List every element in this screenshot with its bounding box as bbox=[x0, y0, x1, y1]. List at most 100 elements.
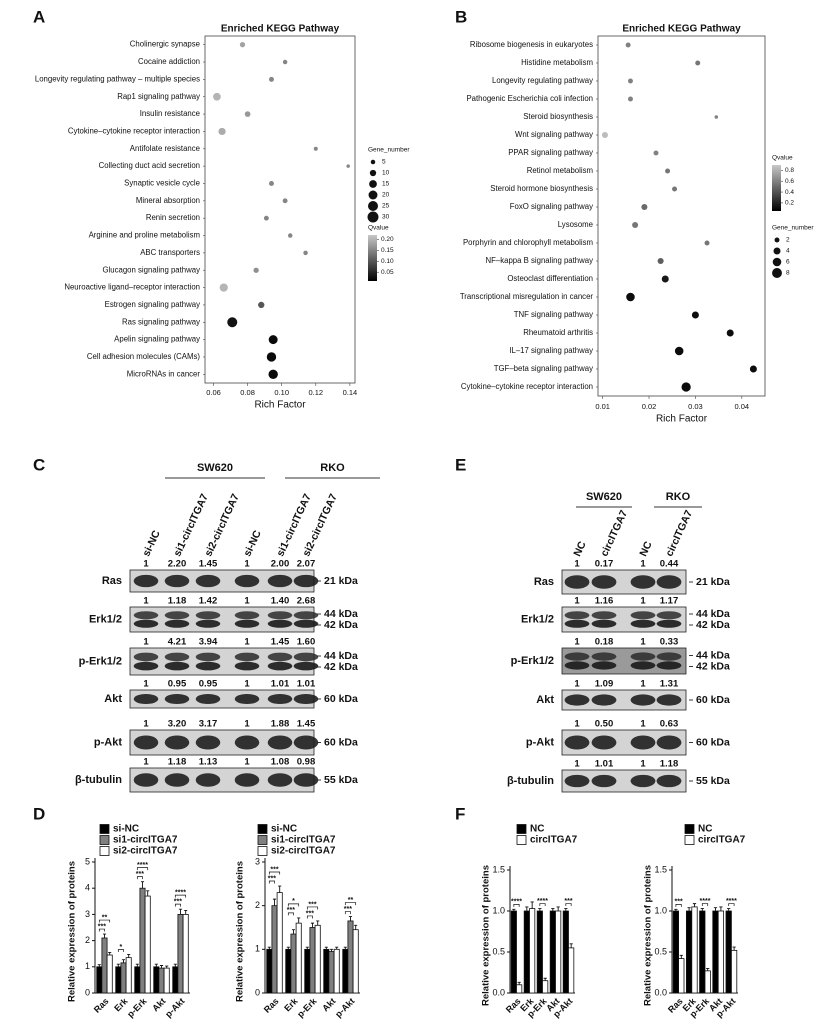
ratio-label: 1 bbox=[143, 679, 149, 690]
band bbox=[164, 693, 190, 705]
legend-dot bbox=[369, 180, 377, 188]
ratio-label: 3.20 bbox=[168, 719, 187, 730]
significance-label: **** bbox=[726, 898, 737, 905]
error-bar bbox=[512, 908, 516, 911]
band bbox=[267, 652, 293, 662]
color-bar bbox=[772, 165, 781, 211]
legend-label: si-NC bbox=[271, 824, 297, 835]
ratio-label: 1 bbox=[640, 637, 646, 648]
significance-bracket bbox=[675, 904, 682, 907]
band bbox=[267, 574, 293, 588]
dot bbox=[674, 346, 684, 356]
dot bbox=[661, 275, 669, 283]
dot bbox=[726, 329, 734, 337]
error-bar bbox=[102, 933, 107, 938]
row-label: p-Akt bbox=[94, 736, 122, 748]
bar bbox=[510, 910, 517, 994]
blot-strip bbox=[561, 689, 687, 711]
ratio-label: 3.94 bbox=[199, 637, 218, 648]
legend-label: NC bbox=[530, 824, 544, 835]
lane-label: si-NC bbox=[241, 528, 264, 558]
category-label: Rheumatoid arthritis bbox=[523, 328, 593, 337]
band bbox=[133, 611, 159, 620]
y-tick-label: 0.0 bbox=[492, 987, 505, 997]
lane-label: NC bbox=[637, 539, 654, 558]
dot bbox=[632, 221, 639, 229]
panel-label: D bbox=[33, 804, 45, 823]
significance-bracket bbox=[565, 903, 572, 907]
error-bar bbox=[97, 964, 101, 967]
error-bar bbox=[324, 946, 328, 950]
band bbox=[267, 693, 293, 705]
significance-bracket bbox=[268, 871, 281, 875]
row-label: p-Erk1/2 bbox=[511, 655, 554, 667]
error-bar bbox=[146, 890, 150, 897]
blot-strip bbox=[561, 606, 687, 633]
error-bar bbox=[551, 908, 555, 911]
dot bbox=[625, 42, 631, 48]
blot-strip bbox=[561, 647, 687, 675]
size-label: 60 kDa bbox=[324, 693, 358, 705]
band bbox=[564, 575, 590, 589]
error-bar bbox=[305, 946, 309, 950]
legend-title: Qvalue bbox=[368, 225, 389, 232]
bar bbox=[134, 966, 141, 994]
band bbox=[195, 735, 221, 750]
dot bbox=[244, 111, 251, 117]
band bbox=[133, 619, 159, 628]
category-label: Longevity regulating pathway – multiple … bbox=[35, 74, 200, 83]
ratio-label: 1 bbox=[143, 559, 149, 570]
bar bbox=[725, 910, 732, 994]
size-label: 60 kDa bbox=[696, 736, 730, 748]
ratio-label: 1.01 bbox=[297, 679, 316, 690]
band bbox=[133, 693, 159, 705]
significance-bracket bbox=[174, 903, 181, 907]
dot bbox=[268, 369, 278, 380]
dot bbox=[704, 240, 710, 246]
plot-frame bbox=[597, 35, 766, 397]
band bbox=[564, 774, 590, 788]
band bbox=[630, 735, 656, 750]
band bbox=[293, 735, 319, 750]
error-bar bbox=[732, 946, 736, 951]
category-label: Histidine metabolism bbox=[521, 58, 593, 67]
category-label: Apelin signaling pathway bbox=[114, 335, 200, 344]
ratio-label: 1 bbox=[574, 719, 580, 730]
bar bbox=[542, 980, 549, 994]
dot bbox=[626, 292, 635, 302]
legend-dot bbox=[773, 247, 781, 255]
significance-label: *** bbox=[344, 906, 352, 913]
legend-dot bbox=[772, 257, 782, 267]
band bbox=[234, 611, 260, 620]
ratio-label: 1.18 bbox=[168, 596, 187, 607]
ratio-label: 0.50 bbox=[595, 719, 614, 730]
band bbox=[630, 619, 656, 628]
significance-bracket bbox=[306, 915, 313, 919]
significance-label: *** bbox=[306, 910, 314, 917]
error-bar bbox=[517, 981, 521, 985]
ratio-label: 1 bbox=[574, 559, 580, 570]
bar bbox=[523, 910, 530, 994]
band bbox=[267, 619, 293, 628]
band bbox=[293, 773, 319, 787]
bar bbox=[96, 966, 103, 994]
significance-label: **** bbox=[700, 898, 711, 905]
error-bar bbox=[154, 963, 158, 967]
ratio-label: 1.17 bbox=[660, 596, 679, 607]
error-bar bbox=[316, 920, 320, 926]
dot bbox=[346, 164, 350, 168]
error-bar bbox=[556, 906, 560, 911]
ratio-label: 2.00 bbox=[271, 559, 290, 570]
x-tick-label: 0.01 bbox=[595, 402, 610, 411]
ratio-label: 0.98 bbox=[297, 757, 316, 768]
ratio-label: 1.45 bbox=[271, 637, 290, 648]
bar bbox=[323, 948, 330, 994]
ratio-label: 1 bbox=[143, 637, 149, 648]
y-tick-label: 1.0 bbox=[654, 905, 667, 915]
legend-label: 0.2 bbox=[785, 200, 794, 207]
band bbox=[195, 652, 221, 662]
legend-dot bbox=[370, 159, 376, 165]
band bbox=[293, 693, 319, 705]
band bbox=[630, 611, 656, 620]
